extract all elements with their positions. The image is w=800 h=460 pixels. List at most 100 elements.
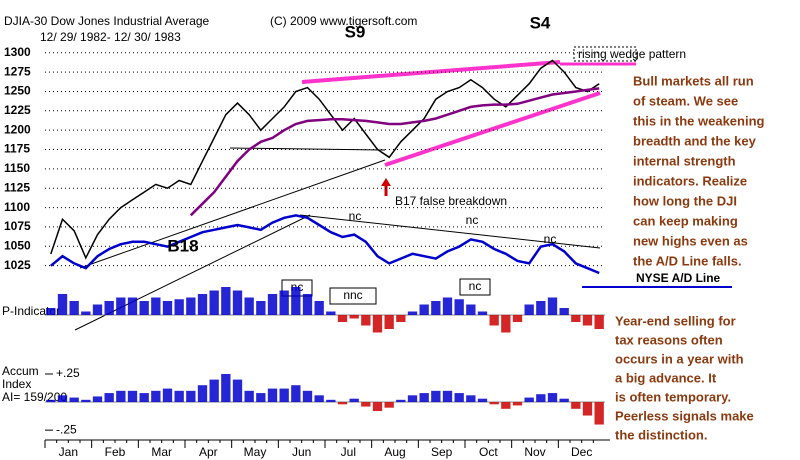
annotation: nc: [466, 213, 479, 227]
bar: [326, 311, 336, 315]
commentary: of steam. We see: [633, 93, 738, 108]
bar: [512, 315, 523, 322]
bar: [104, 301, 114, 315]
x-tick-label: Jan: [59, 445, 78, 459]
commentary: tax reasons often: [615, 332, 723, 347]
y-tick-label: 1175: [4, 142, 30, 156]
x-tick-label: Mar: [151, 445, 172, 459]
bar: [302, 390, 313, 403]
bar: [92, 396, 103, 403]
commentary: is often temporary.: [615, 389, 731, 404]
commentary: Year-end selling for: [615, 313, 736, 328]
bar: [582, 315, 593, 326]
y-tick-label: 1275: [4, 64, 31, 78]
x-tick-label: May: [244, 445, 267, 459]
bar: [186, 297, 196, 315]
x-tick-label: Jun: [292, 445, 311, 459]
bar: [559, 308, 569, 315]
bar: [186, 390, 196, 403]
bar: [221, 373, 231, 403]
bar: [489, 402, 499, 405]
bar: [127, 390, 138, 403]
bar: [594, 315, 604, 329]
y-tick-label: 1125: [4, 180, 30, 194]
chart-title: DJIA-30 Dow Jones Industrial Average: [4, 14, 210, 28]
panel-title: P-Indicator: [2, 304, 60, 318]
y-tick-label: -.25: [56, 422, 77, 436]
annotation: S9: [345, 22, 366, 41]
bar: [162, 388, 173, 403]
credit: (C) 2009 www.tigersoft.com: [270, 14, 417, 28]
arrow-head: [381, 178, 391, 186]
bar: [547, 297, 558, 315]
bar: [384, 402, 394, 408]
commentary: the distinction.: [615, 427, 707, 442]
bar: [139, 393, 149, 403]
bar: [69, 301, 79, 315]
bar: [267, 294, 278, 315]
bar: [431, 301, 441, 315]
y-tick-label: 1300: [4, 45, 31, 59]
bar: [372, 402, 383, 412]
bar: [454, 299, 464, 315]
bar: [221, 287, 231, 315]
x-tick-label: Aug: [384, 445, 405, 459]
commentary: occurs in a year with: [615, 351, 744, 366]
annotation: nc: [544, 232, 557, 246]
ad-trend-line: [299, 214, 601, 249]
commentary: internal strength: [633, 153, 736, 168]
commentary: Peerless signals make: [615, 408, 754, 423]
y-tick-label: +.25: [56, 366, 80, 380]
bar: [279, 388, 289, 403]
bar: [384, 315, 394, 329]
x-tick-label: Sep: [431, 445, 453, 459]
bar: [501, 402, 511, 409]
series-line: [50, 214, 600, 275]
annotation: S4: [530, 13, 551, 32]
x-tick-label: Dec: [571, 445, 592, 459]
bar: [571, 315, 581, 322]
bar: [116, 297, 126, 315]
bar: [291, 287, 301, 315]
trend-line: [74, 214, 311, 331]
annotation: nc: [469, 279, 482, 293]
bar: [582, 402, 593, 416]
bar: [151, 297, 161, 315]
bar: [419, 393, 429, 403]
bar: [162, 301, 173, 315]
bar: [139, 301, 149, 315]
bar: [81, 311, 91, 315]
x-tick-label: Jul: [341, 445, 356, 459]
bar: [442, 390, 453, 403]
panel-subtitle: Index: [2, 377, 31, 391]
commentary: a big advance. It: [615, 370, 717, 385]
bar: [477, 311, 488, 315]
commentary: how long the DJI: [633, 193, 737, 208]
support-line: [229, 147, 386, 151]
y-tick-label: 1225: [4, 103, 31, 117]
bar: [69, 397, 79, 403]
bar: [197, 294, 208, 315]
annotation: B18: [167, 236, 198, 255]
series-line: [189, 87, 600, 217]
bar: [594, 402, 604, 425]
bar: [501, 315, 511, 333]
bar: [524, 397, 534, 403]
commentary: new highs even as: [633, 233, 748, 248]
annotation: rising wedge pattern: [578, 47, 686, 61]
bar: [232, 379, 243, 403]
bar: [232, 290, 243, 315]
commentary: Bull markets all run: [633, 73, 754, 88]
bar: [547, 393, 558, 403]
bar: [116, 390, 126, 403]
bar: [536, 301, 546, 315]
bar: [326, 399, 336, 403]
bar: [419, 304, 429, 315]
bar: [209, 290, 219, 315]
bar: [396, 315, 406, 322]
bar: [454, 393, 464, 403]
commentary: breadth and the key: [633, 133, 757, 148]
annotation: nnc: [343, 288, 362, 302]
